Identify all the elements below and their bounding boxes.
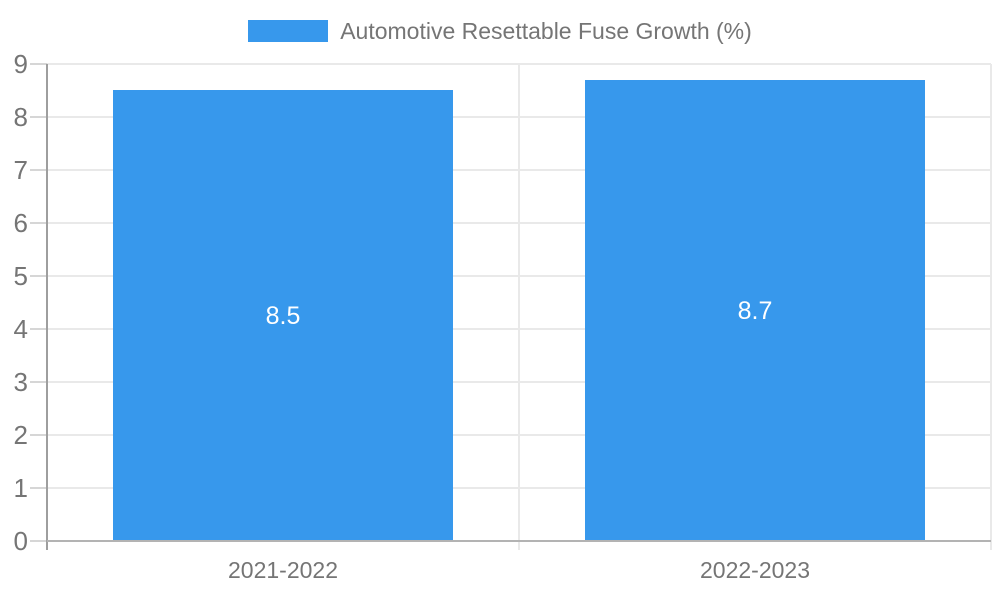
- y-tick-label: 7: [13, 155, 28, 185]
- x-baseline: [47, 540, 991, 542]
- y-tick: [30, 328, 47, 330]
- y-axis-line: [46, 64, 48, 550]
- y-tick-label: 4: [13, 314, 28, 344]
- y-tick-label: 5: [13, 261, 28, 291]
- y-tick: [30, 381, 47, 383]
- y-tick: [30, 434, 47, 436]
- x-category-label: 2021-2022: [228, 557, 338, 583]
- y-tick: [30, 222, 47, 224]
- bar-value-label: 8.7: [737, 297, 773, 325]
- y-tick-label: 1: [13, 473, 28, 503]
- gridline: [990, 64, 992, 550]
- bar-2022-2023[interactable]: 8.7: [585, 80, 925, 541]
- y-tick: [30, 487, 47, 489]
- bar-2021-2022[interactable]: 8.5: [113, 90, 453, 541]
- y-tick-label: 8: [13, 102, 28, 132]
- legend-label: Automotive Resettable Fuse Growth (%): [340, 18, 752, 44]
- x-category-label: 2022-2023: [700, 557, 810, 583]
- y-tick-label: 6: [13, 208, 28, 238]
- gridline: [518, 64, 520, 550]
- y-tick: [30, 275, 47, 277]
- y-tick: [30, 116, 47, 118]
- bar-value-label: 8.5: [265, 302, 301, 330]
- y-tick-label: 2: [13, 420, 28, 450]
- y-tick: [30, 540, 47, 542]
- legend[interactable]: Automotive Resettable Fuse Growth (%): [0, 18, 1000, 44]
- y-tick-label: 0: [13, 526, 28, 556]
- legend-swatch: [248, 20, 329, 42]
- y-tick-label: 3: [13, 367, 28, 397]
- y-tick-label: 9: [13, 49, 28, 79]
- y-tick: [30, 63, 47, 65]
- y-tick: [30, 169, 47, 171]
